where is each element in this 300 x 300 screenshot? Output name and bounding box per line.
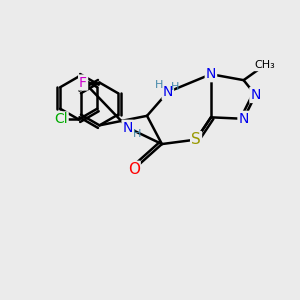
Text: N: N (206, 67, 216, 81)
Text: O: O (128, 162, 140, 177)
Text: S: S (191, 132, 201, 147)
Text: CH₃: CH₃ (254, 60, 275, 70)
Text: F: F (79, 76, 87, 89)
Text: N: N (122, 121, 133, 135)
Text: H: H (132, 129, 141, 139)
Text: N: N (163, 85, 173, 99)
Text: N: N (250, 88, 261, 102)
Text: Cl: Cl (54, 112, 68, 126)
Text: H: H (155, 80, 164, 90)
Text: N: N (238, 112, 249, 126)
Text: H: H (171, 82, 180, 92)
